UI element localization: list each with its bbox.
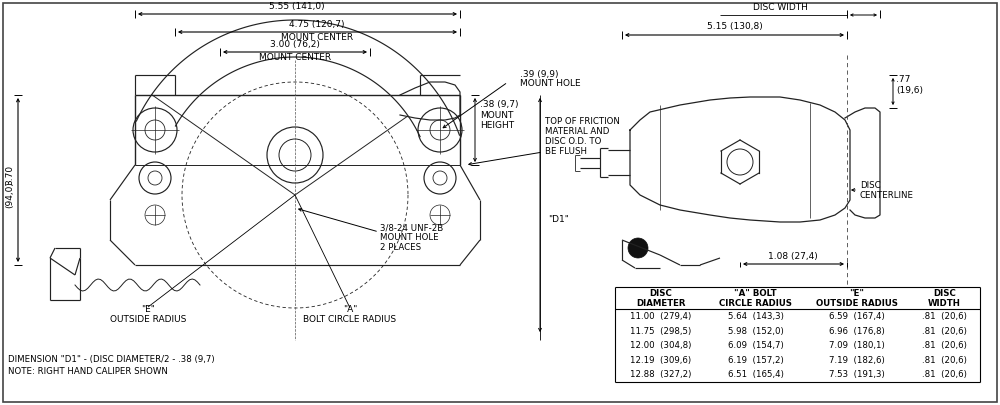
Text: MOUNT CENTER: MOUNT CENTER (281, 32, 353, 41)
Text: .77: .77 (896, 75, 910, 85)
Text: 6.96  (176,8): 6.96 (176,8) (829, 327, 884, 336)
Text: TOP OF FRICTION: TOP OF FRICTION (545, 117, 620, 126)
Text: 7.09  (180,1): 7.09 (180,1) (829, 341, 884, 350)
Text: BE FLUSH: BE FLUSH (545, 147, 587, 156)
Text: 6.59  (167,4): 6.59 (167,4) (829, 313, 884, 322)
Text: DISC WIDTH: DISC WIDTH (753, 4, 807, 13)
Text: "A" BOLT: "A" BOLT (734, 290, 777, 298)
Circle shape (628, 238, 648, 258)
Text: .81  (20,6): .81 (20,6) (922, 341, 967, 350)
Text: OUTSIDE RADIUS: OUTSIDE RADIUS (816, 298, 898, 307)
Text: MOUNT CENTER: MOUNT CENTER (259, 53, 331, 62)
Text: 3.70: 3.70 (5, 165, 14, 185)
Text: 12.00  (304,8): 12.00 (304,8) (630, 341, 692, 350)
Text: "A": "A" (343, 305, 357, 315)
Text: WIDTH: WIDTH (928, 298, 961, 307)
Text: NOTE: RIGHT HAND CALIPER SHOWN: NOTE: RIGHT HAND CALIPER SHOWN (8, 367, 168, 376)
Text: DISC O.D. TO: DISC O.D. TO (545, 138, 601, 147)
Text: 5.55 (141,0): 5.55 (141,0) (269, 2, 325, 11)
Text: .38 (9,7): .38 (9,7) (480, 100, 518, 109)
Text: DIMENSION "D1" - (DISC DIAMETER/2 - .38 (9,7): DIMENSION "D1" - (DISC DIAMETER/2 - .38 … (8, 355, 215, 364)
Text: 11.00  (279,4): 11.00 (279,4) (630, 313, 692, 322)
Text: MOUNT HOLE: MOUNT HOLE (380, 234, 439, 243)
Text: DISC: DISC (860, 181, 881, 190)
Text: DISC: DISC (933, 290, 956, 298)
Text: DISC: DISC (650, 290, 672, 298)
Text: MOUNT HOLE: MOUNT HOLE (520, 79, 581, 89)
Text: 12.88  (327,2): 12.88 (327,2) (630, 371, 692, 379)
Text: 3/8-24 UNF-2B: 3/8-24 UNF-2B (380, 224, 443, 232)
Text: 2 PLACES: 2 PLACES (380, 243, 421, 252)
Text: 7.19  (182,6): 7.19 (182,6) (829, 356, 884, 365)
Text: 5.15 (130,8): 5.15 (130,8) (707, 23, 763, 32)
Text: 12.19  (309,6): 12.19 (309,6) (630, 356, 692, 365)
Text: 11.75  (298,5): 11.75 (298,5) (630, 327, 692, 336)
Text: (94,0): (94,0) (5, 181, 14, 209)
Text: "D1": "D1" (548, 215, 569, 224)
Text: 5.64  (143,3): 5.64 (143,3) (728, 313, 783, 322)
Text: OUTSIDE RADIUS: OUTSIDE RADIUS (110, 315, 186, 324)
Text: CIRCLE RADIUS: CIRCLE RADIUS (719, 298, 792, 307)
Text: 6.19  (157,2): 6.19 (157,2) (728, 356, 783, 365)
Text: CENTERLINE: CENTERLINE (860, 190, 914, 200)
Text: BOLT CIRCLE RADIUS: BOLT CIRCLE RADIUS (303, 315, 397, 324)
Text: "E": "E" (849, 290, 864, 298)
Text: .81  (20,6): .81 (20,6) (922, 371, 967, 379)
Text: .81  (20,6): .81 (20,6) (922, 313, 967, 322)
Text: 3.00 (76,2): 3.00 (76,2) (270, 40, 320, 49)
Text: 6.51  (165,4): 6.51 (165,4) (728, 371, 783, 379)
Text: MATERIAL AND: MATERIAL AND (545, 128, 609, 136)
Text: "E": "E" (141, 305, 155, 315)
Text: MOUNT: MOUNT (480, 111, 513, 119)
Text: .39 (9,9): .39 (9,9) (520, 70, 558, 79)
Text: DIAMETER: DIAMETER (636, 298, 686, 307)
Text: 5.98  (152,0): 5.98 (152,0) (728, 327, 783, 336)
Text: 1.08 (27,4): 1.08 (27,4) (768, 252, 818, 262)
Text: (19,6): (19,6) (896, 85, 923, 94)
Text: .81  (20,6): .81 (20,6) (922, 356, 967, 365)
Text: 7.53  (191,3): 7.53 (191,3) (829, 371, 884, 379)
Text: .81  (20,6): .81 (20,6) (922, 327, 967, 336)
Text: 6.09  (154,7): 6.09 (154,7) (728, 341, 783, 350)
Text: HEIGHT: HEIGHT (480, 121, 514, 130)
Text: 4.75 (120,7): 4.75 (120,7) (289, 21, 345, 30)
